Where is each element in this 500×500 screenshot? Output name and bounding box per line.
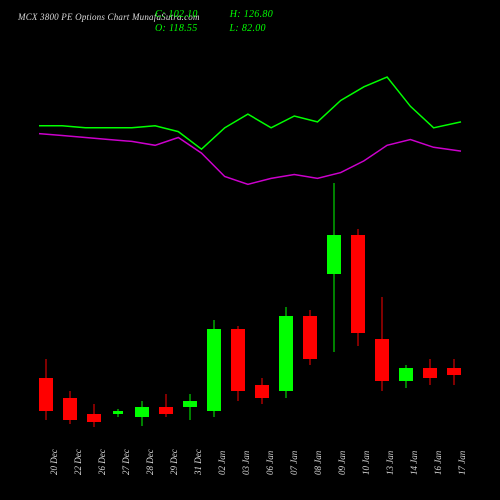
- open-label: O:: [155, 23, 166, 34]
- x-axis-label: 27 Dec: [121, 449, 131, 475]
- candle: [111, 40, 125, 430]
- close-label: C:: [155, 9, 166, 20]
- candle-body: [255, 385, 269, 398]
- low-value: 82.00: [242, 23, 266, 34]
- candle: [279, 40, 293, 430]
- x-axis-label: 07 Jan: [289, 451, 299, 475]
- x-axis-label: 14 Jan: [409, 451, 419, 475]
- x-axis-label: 29 Dec: [169, 449, 179, 475]
- x-axis-label: 28 Dec: [145, 449, 155, 475]
- chart-area: [28, 40, 472, 430]
- x-axis-label: 22 Dec: [73, 449, 83, 475]
- close-value: 102.10: [168, 9, 197, 20]
- x-axis-label: 06 Jan: [265, 451, 275, 475]
- candle: [183, 40, 197, 430]
- candle-body: [375, 339, 389, 381]
- x-axis-label: 03 Jan: [241, 451, 251, 475]
- candle: [399, 40, 413, 430]
- candle: [423, 40, 437, 430]
- candlestick-layer: [28, 40, 472, 430]
- x-axis-labels: 20 Dec 22 Dec 26 Dec 27 Dec 28 Dec 29 Dec 31 D…: [28, 435, 472, 495]
- candle-wick: [190, 394, 191, 420]
- high-label: H:: [230, 9, 241, 20]
- x-axis-label: 26 Dec: [97, 449, 107, 475]
- high-value: 126.80: [244, 9, 273, 20]
- x-axis-label: 08 Jan: [313, 451, 323, 475]
- candle-body: [39, 378, 53, 411]
- low-label: L:: [230, 23, 240, 34]
- x-axis-label: 09 Jan: [337, 451, 347, 475]
- candle: [135, 40, 149, 430]
- candle: [39, 40, 53, 430]
- candle-body: [159, 407, 173, 415]
- candle-body: [279, 316, 293, 391]
- candle-body: [399, 368, 413, 381]
- candle-body: [183, 401, 197, 406]
- candle-body: [423, 368, 437, 378]
- x-axis-label: 31 Dec: [193, 449, 203, 475]
- ohlc-panel: C: 102.10 H: 126.80 O: 118.55 L: 82.00: [155, 8, 273, 36]
- candle-body: [113, 411, 123, 414]
- candle-body: [231, 329, 245, 391]
- candle-body: [327, 235, 341, 274]
- x-axis-label: 10 Jan: [361, 451, 371, 475]
- candle: [447, 40, 461, 430]
- x-axis-label: 20 Dec: [49, 449, 59, 475]
- candle-body: [447, 368, 461, 376]
- x-axis-label: 02 Jan: [217, 451, 227, 475]
- candle: [87, 40, 101, 430]
- candle-body: [63, 398, 77, 420]
- candle: [255, 40, 269, 430]
- candle: [231, 40, 245, 430]
- x-axis-label: 13 Jan: [385, 451, 395, 475]
- x-axis-label: 16 Jan: [433, 451, 443, 475]
- candle: [327, 40, 341, 430]
- open-value: 118.55: [169, 23, 198, 34]
- candle-body: [207, 329, 221, 411]
- candle: [207, 40, 221, 430]
- candle: [351, 40, 365, 430]
- candle-body: [87, 414, 101, 422]
- candle: [63, 40, 77, 430]
- candle-body: [351, 235, 365, 333]
- candle-body: [135, 407, 149, 417]
- candle: [303, 40, 317, 430]
- x-axis-label: 17 Jan: [457, 451, 467, 475]
- candle-body: [303, 316, 317, 359]
- candle: [159, 40, 173, 430]
- candle: [375, 40, 389, 430]
